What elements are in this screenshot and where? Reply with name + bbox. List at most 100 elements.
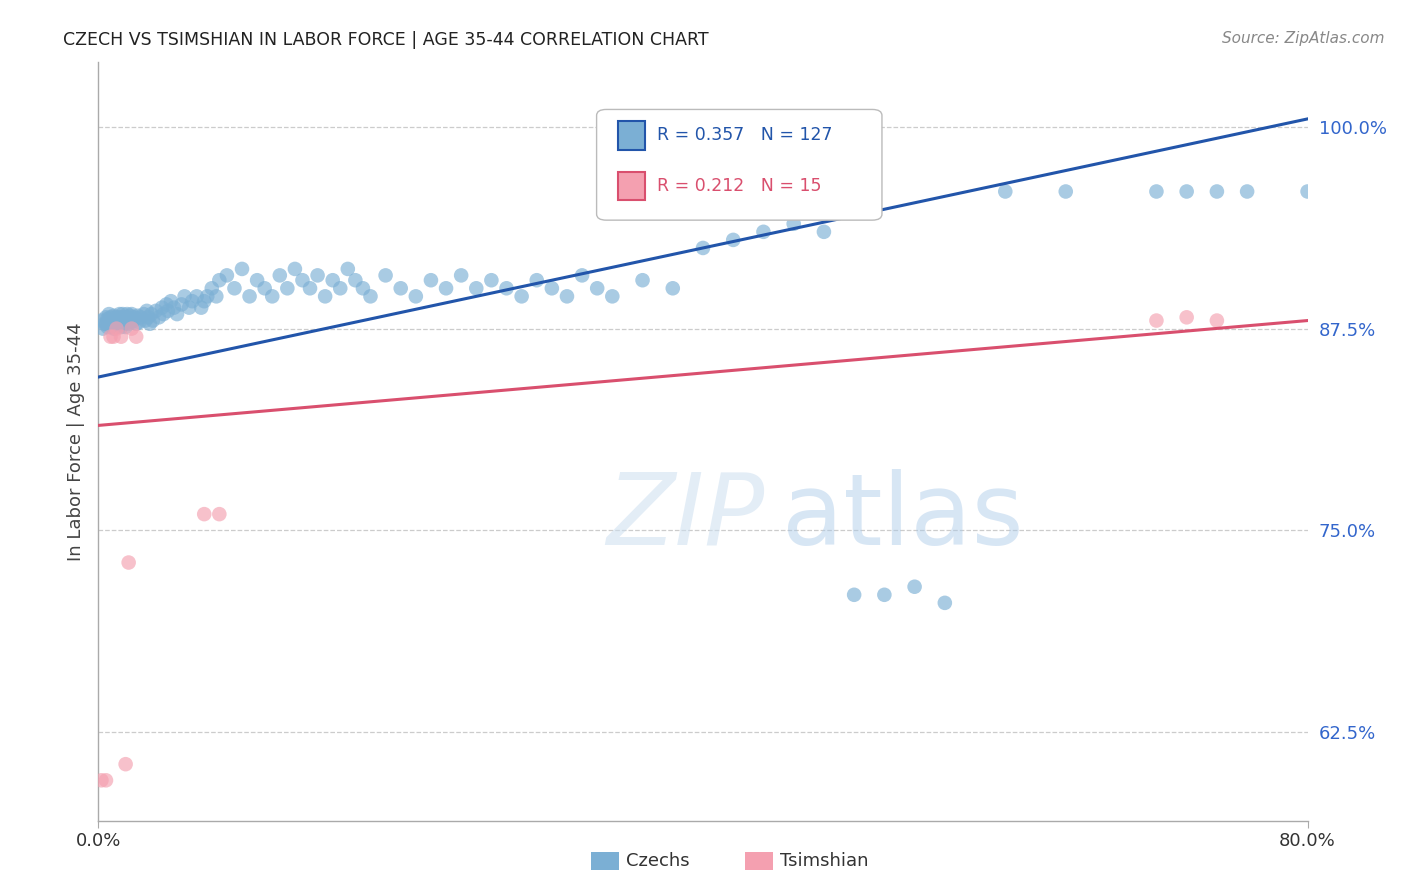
Point — [723, 233, 745, 247]
Point — [108, 315, 131, 329]
Point — [661, 281, 683, 295]
Point — [374, 268, 396, 283]
Point — [100, 318, 122, 333]
Point — [314, 289, 336, 303]
Point — [128, 315, 150, 329]
Point — [231, 261, 253, 276]
Text: Source: ZipAtlas.com: Source: ZipAtlas.com — [1222, 31, 1385, 46]
Point — [276, 281, 298, 295]
Point — [150, 301, 173, 315]
Text: CZECH VS TSIMSHIAN IN LABOR FORCE | AGE 35-44 CORRELATION CHART: CZECH VS TSIMSHIAN IN LABOR FORCE | AGE … — [63, 31, 709, 49]
Point — [112, 317, 135, 331]
Point — [434, 281, 457, 295]
Point — [104, 317, 127, 331]
Point — [148, 310, 170, 325]
Point — [107, 317, 129, 331]
Point — [94, 317, 117, 331]
Point — [103, 309, 125, 323]
Point — [193, 507, 215, 521]
Point — [120, 309, 142, 323]
Point — [1144, 313, 1167, 327]
Point — [96, 312, 118, 326]
Point — [124, 310, 146, 325]
Point — [100, 310, 122, 325]
Point — [253, 281, 276, 295]
Point — [262, 289, 284, 303]
Point — [299, 281, 322, 295]
Point — [129, 310, 152, 325]
Point — [291, 273, 314, 287]
Point — [105, 321, 128, 335]
Point — [105, 320, 128, 334]
Point — [121, 321, 143, 335]
Point — [105, 313, 128, 327]
Point — [420, 273, 443, 287]
Point — [540, 281, 562, 295]
Point — [104, 310, 127, 325]
Point — [93, 317, 115, 331]
Point — [108, 307, 131, 321]
Point — [555, 289, 578, 303]
Point — [1296, 185, 1319, 199]
Point — [139, 317, 162, 331]
Point — [224, 281, 246, 295]
Point — [132, 307, 155, 321]
Y-axis label: In Labor Force | Age 35-44: In Labor Force | Age 35-44 — [66, 322, 84, 561]
Point — [352, 281, 374, 295]
Point — [389, 281, 412, 295]
Point — [142, 313, 165, 327]
Point — [121, 315, 143, 329]
Point — [114, 757, 136, 772]
Point — [1175, 185, 1198, 199]
Point — [344, 273, 367, 287]
Point — [934, 596, 956, 610]
Point — [118, 310, 141, 325]
Point — [118, 556, 141, 570]
Point — [904, 580, 927, 594]
Point — [873, 588, 896, 602]
Point — [360, 289, 382, 303]
Point — [322, 273, 344, 287]
Point — [571, 268, 593, 283]
Point — [111, 313, 134, 327]
Point — [134, 313, 156, 327]
Point — [107, 310, 129, 325]
Text: Tsimshian: Tsimshian — [780, 852, 869, 870]
Point — [186, 289, 208, 303]
Point — [155, 297, 177, 311]
Point — [481, 273, 503, 287]
Point — [526, 273, 548, 287]
Point — [110, 310, 132, 325]
Point — [205, 289, 228, 303]
Point — [152, 307, 174, 321]
Point — [112, 310, 135, 325]
Point — [101, 313, 124, 327]
Point — [115, 313, 138, 327]
Text: R = 0.357   N = 127: R = 0.357 N = 127 — [657, 127, 832, 145]
Point — [122, 313, 145, 327]
Point — [1054, 185, 1077, 199]
Point — [114, 320, 136, 334]
Point — [405, 289, 427, 303]
Point — [190, 301, 212, 315]
Point — [246, 273, 269, 287]
Point — [94, 773, 117, 788]
Point — [239, 289, 262, 303]
Point — [110, 329, 132, 343]
Point — [195, 289, 218, 303]
Point — [90, 773, 112, 788]
Point — [510, 289, 533, 303]
Point — [450, 268, 472, 283]
Point — [336, 261, 359, 276]
Point — [329, 281, 352, 295]
Point — [141, 307, 163, 321]
Point — [170, 297, 193, 311]
Point — [994, 185, 1017, 199]
Point — [208, 273, 231, 287]
Point — [114, 313, 136, 327]
Point — [179, 301, 201, 315]
Point — [495, 281, 517, 295]
Point — [193, 294, 215, 309]
Point — [135, 304, 157, 318]
Point — [201, 281, 224, 295]
